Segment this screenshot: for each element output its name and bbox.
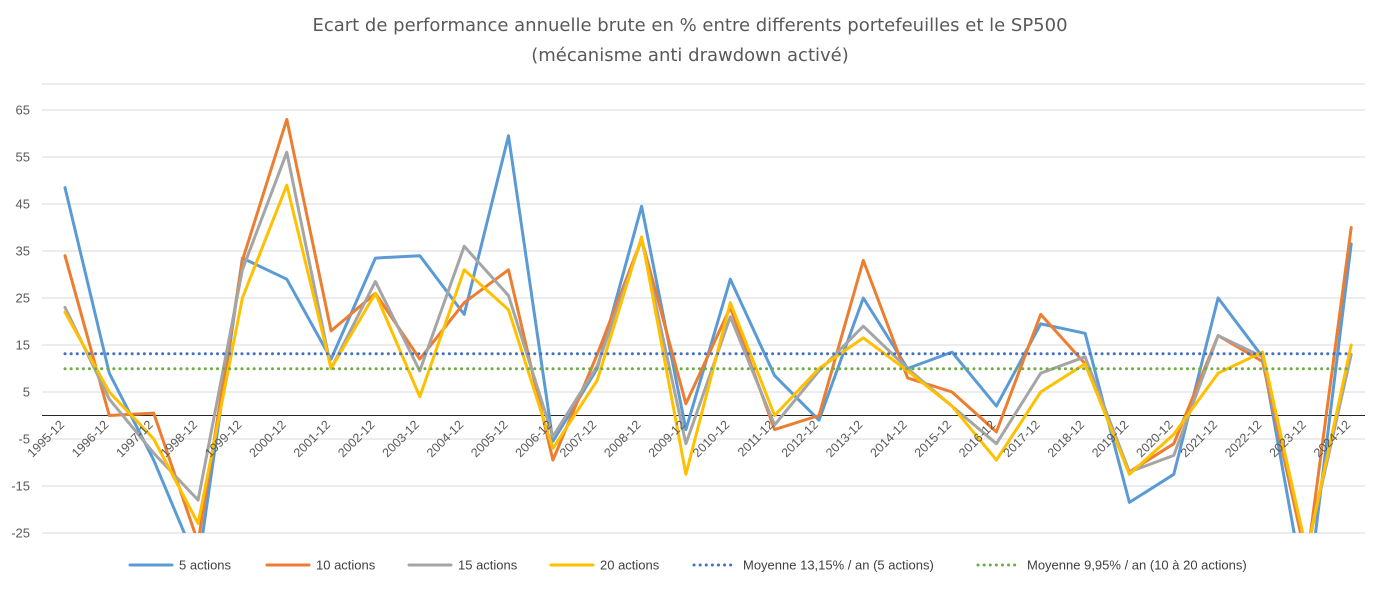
y-tick-label: -5 [18, 432, 30, 447]
legend-label: 15 actions [458, 558, 518, 573]
legend-label: 5 actions [179, 558, 232, 573]
series-lines [63, 117, 1353, 533]
y-tick-label: 25 [16, 291, 30, 306]
chart-title: Ecart de performance annuelle brute en %… [312, 15, 1067, 36]
y-tick-label: -25 [11, 526, 30, 541]
legend-label: 20 actions [600, 558, 660, 573]
legend-label: Moyenne 13,15% / an (5 actions) [743, 558, 934, 573]
series-line-20-actions [63, 183, 1353, 533]
series-line-10-actions [63, 117, 1353, 533]
y-axis-ticks: -25 -15 -5 5 15 25 35 45 55 65 [11, 103, 30, 541]
legend-label: 10 actions [316, 558, 376, 573]
y-tick-label: 5 [23, 385, 30, 400]
y-tick-label: 35 [16, 244, 30, 259]
y-tick-label: 45 [16, 197, 30, 212]
y-tick-label: 65 [16, 103, 30, 118]
legend: 5 actions 10 actions 15 actions 20 actions M… [128, 558, 1247, 573]
y-tick-label: 15 [16, 338, 30, 353]
legend-label: Moyenne 9,95% / an (10 à 20 actions) [1027, 558, 1247, 573]
y-tick-label: -15 [11, 479, 30, 494]
y-tick-label: 55 [16, 150, 30, 165]
chart-subtitle: (mécanisme anti drawdown activé) [531, 45, 849, 66]
